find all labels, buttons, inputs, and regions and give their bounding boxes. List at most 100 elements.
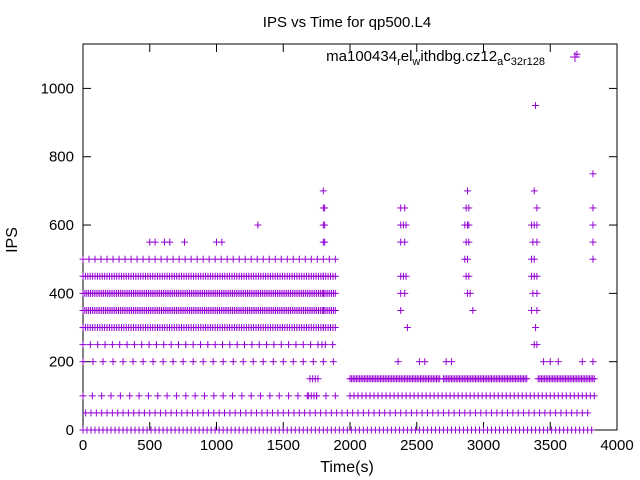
data-point [253, 255, 261, 263]
data-point [329, 341, 337, 349]
data-point [85, 255, 93, 263]
data-point [589, 170, 597, 178]
data-point [299, 341, 307, 349]
data-point [279, 358, 287, 366]
data-point [307, 255, 315, 263]
data-point [465, 204, 473, 212]
x-tick-label: 3500 [534, 437, 567, 454]
data-point [200, 392, 208, 400]
data-point [154, 392, 162, 400]
x-axis: 0 500 1000 1500 2000 2500 3000 3500 4000 [79, 44, 634, 454]
data-point [271, 255, 279, 263]
data-points [79, 50, 598, 434]
data-point [314, 375, 322, 383]
data-point [331, 324, 339, 332]
data-point [239, 358, 247, 366]
data-point [189, 358, 197, 366]
x-tick-label: 500 [137, 437, 162, 454]
data-point [589, 221, 597, 229]
data-point [402, 272, 410, 280]
data-point [465, 238, 473, 246]
data-point [270, 341, 278, 349]
data-point [179, 358, 187, 366]
data-point [533, 221, 541, 229]
data-point [189, 341, 197, 349]
data-point [465, 221, 473, 229]
data-point [289, 255, 297, 263]
data-point [219, 392, 227, 400]
data-point [533, 306, 541, 314]
data-point [463, 255, 471, 263]
x-tick-label: 2000 [333, 437, 366, 454]
data-point [101, 341, 109, 349]
data-point [88, 392, 96, 400]
data-point [211, 255, 219, 263]
data-point [309, 358, 317, 366]
data-point [172, 392, 180, 400]
y-tick-label: 600 [49, 217, 74, 234]
data-point [523, 375, 531, 383]
data-point [235, 255, 243, 263]
data-point [265, 255, 273, 263]
data-point [219, 341, 227, 349]
data-point [397, 306, 405, 314]
data-point [466, 289, 474, 297]
data-point [86, 341, 94, 349]
data-point [219, 358, 227, 366]
data-point [292, 341, 300, 349]
data-point [79, 392, 87, 400]
data-point [421, 358, 429, 366]
y-tick-label: 200 [49, 354, 74, 371]
data-point [331, 306, 339, 314]
data-point [247, 255, 255, 263]
data-point [157, 255, 165, 263]
x-tick-label: 1000 [200, 437, 233, 454]
y-axis: 0 200 400 600 800 1000 [41, 80, 617, 439]
x-tick-label: 3000 [467, 437, 500, 454]
data-point [401, 289, 409, 297]
data-point [285, 341, 293, 349]
data-point [321, 204, 329, 212]
data-point [204, 341, 212, 349]
data-point [269, 358, 277, 366]
data-point [151, 255, 159, 263]
data-point [79, 358, 87, 366]
data-point [533, 238, 541, 246]
data-point [331, 255, 339, 263]
data-point [163, 255, 171, 263]
data-point [584, 409, 592, 417]
data-point [169, 255, 177, 263]
data-point [109, 358, 117, 366]
data-point [533, 204, 541, 212]
data-point [103, 255, 111, 263]
data-point [205, 255, 213, 263]
data-point [319, 289, 327, 297]
data-point [163, 392, 171, 400]
data-point [546, 358, 554, 366]
data-point [167, 341, 175, 349]
data-point [174, 341, 182, 349]
data-point [283, 255, 291, 263]
data-point [259, 255, 267, 263]
data-point [533, 341, 541, 349]
data-point [254, 221, 262, 229]
data-point [394, 358, 402, 366]
data-point [295, 255, 303, 263]
data-point [217, 255, 225, 263]
data-point [79, 341, 87, 349]
data-point [321, 221, 329, 229]
data-point [166, 238, 174, 246]
data-point [97, 255, 105, 263]
data-point [187, 255, 195, 263]
data-point [121, 255, 129, 263]
data-point [175, 255, 183, 263]
data-point [401, 238, 409, 246]
data-point [319, 306, 327, 314]
data-point [144, 392, 152, 400]
y-tick-label: 800 [49, 149, 74, 166]
data-point [319, 324, 327, 332]
data-point [331, 272, 339, 280]
y-tick-label: 0 [66, 422, 74, 439]
data-point [530, 255, 538, 263]
data-point [130, 341, 138, 349]
